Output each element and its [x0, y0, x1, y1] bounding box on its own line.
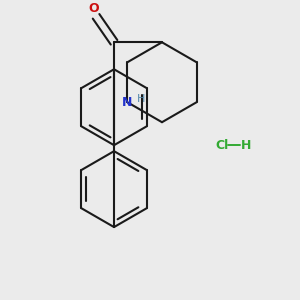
Text: O: O: [89, 2, 99, 15]
Text: Cl: Cl: [215, 139, 229, 152]
Text: H: H: [241, 139, 251, 152]
Text: N: N: [122, 96, 133, 109]
Text: H: H: [137, 94, 146, 104]
